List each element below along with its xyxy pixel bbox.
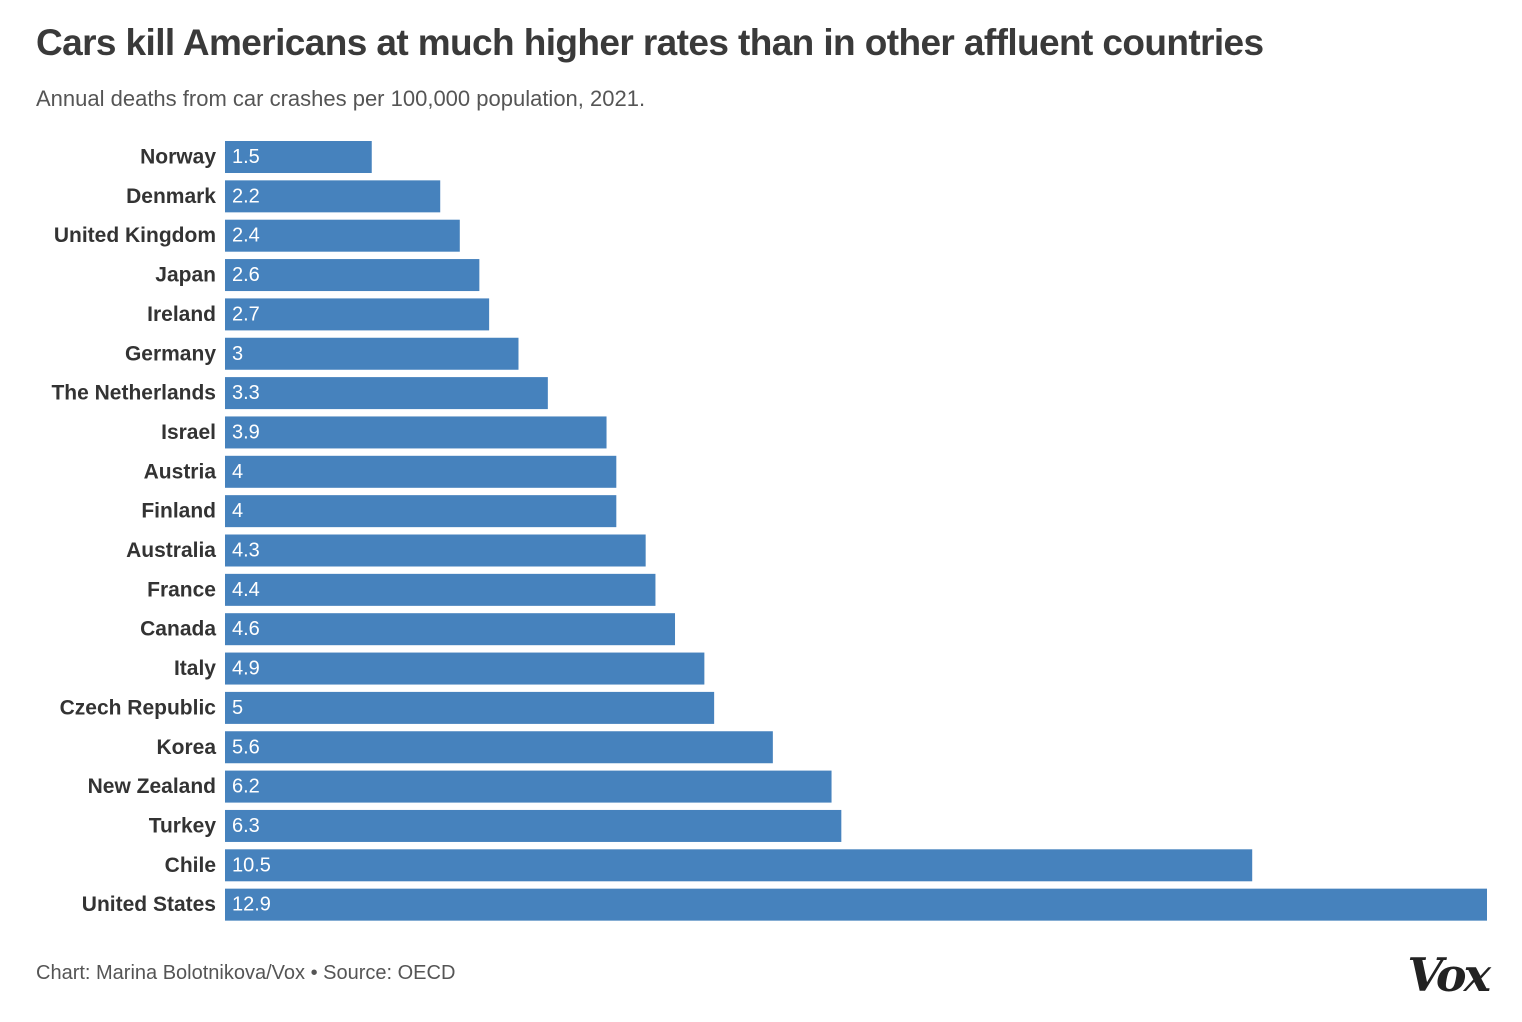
category-label-israel: Israel bbox=[161, 421, 216, 444]
category-label-turkey: Turkey bbox=[149, 814, 217, 837]
category-label-austria: Austria bbox=[144, 460, 217, 483]
category-label-korea: Korea bbox=[156, 736, 216, 759]
bar-ireland bbox=[225, 298, 490, 331]
chart-subtitle: Annual deaths from car crashes per 100,0… bbox=[36, 86, 646, 111]
value-label-turkey: 6.3 bbox=[232, 815, 260, 837]
value-label-chile: 10.5 bbox=[232, 854, 271, 876]
category-label-united-states: United States bbox=[82, 893, 216, 916]
category-label-the-netherlands: The Netherlands bbox=[51, 382, 216, 405]
bar-turkey bbox=[225, 809, 842, 842]
category-label-denmark: Denmark bbox=[126, 185, 216, 208]
value-label-austria: 4 bbox=[232, 461, 243, 483]
category-label-japan: Japan bbox=[155, 264, 216, 287]
bar-korea bbox=[225, 731, 773, 764]
value-label-united-kingdom: 2.4 bbox=[232, 225, 260, 247]
chart-title: Cars kill Americans at much higher rates… bbox=[36, 22, 1264, 63]
chart-credit: Chart: Marina Bolotnikova/Vox • Source: … bbox=[36, 962, 456, 984]
bar-italy bbox=[225, 652, 705, 685]
value-label-italy: 4.9 bbox=[232, 658, 260, 680]
value-label-new-zealand: 6.2 bbox=[232, 776, 260, 798]
value-label-korea: 5.6 bbox=[232, 736, 260, 758]
bar-israel bbox=[225, 416, 607, 449]
value-label-canada: 4.6 bbox=[232, 618, 260, 640]
bar-czech-republic bbox=[225, 691, 715, 724]
bar-canada bbox=[225, 613, 676, 646]
category-label-australia: Australia bbox=[126, 539, 216, 562]
bar-new-zealand bbox=[225, 770, 832, 803]
value-label-japan: 2.6 bbox=[232, 264, 260, 286]
bar-austria bbox=[225, 455, 617, 488]
bar-finland bbox=[225, 495, 617, 528]
category-label-germany: Germany bbox=[125, 342, 216, 365]
bar-chile bbox=[225, 849, 1253, 882]
value-label-united-states: 12.9 bbox=[232, 894, 271, 916]
value-label-finland: 4 bbox=[232, 500, 243, 522]
category-label-canada: Canada bbox=[140, 618, 216, 641]
category-label-czech-republic: Czech Republic bbox=[60, 696, 217, 719]
value-label-denmark: 2.2 bbox=[232, 185, 260, 207]
value-label-israel: 3.9 bbox=[232, 421, 260, 443]
category-label-france: France bbox=[147, 578, 216, 601]
vox-logo: Vox bbox=[1407, 948, 1491, 1002]
category-label-new-zealand: New Zealand bbox=[88, 775, 216, 798]
value-label-norway: 1.5 bbox=[232, 146, 260, 168]
value-label-ireland: 2.7 bbox=[232, 303, 260, 325]
bar-the-netherlands bbox=[225, 377, 548, 410]
category-label-chile: Chile bbox=[165, 854, 216, 877]
bar-france bbox=[225, 573, 656, 606]
value-label-czech-republic: 5 bbox=[232, 697, 243, 719]
value-label-australia: 4.3 bbox=[232, 540, 260, 562]
category-label-norway: Norway bbox=[140, 146, 216, 169]
bar-norway bbox=[225, 141, 372, 173]
bar-denmark bbox=[225, 180, 441, 213]
bar-united-kingdom bbox=[225, 219, 460, 252]
value-label-germany: 3 bbox=[232, 343, 243, 365]
bar-germany bbox=[225, 337, 519, 370]
category-label-finland: Finland bbox=[141, 500, 216, 523]
category-label-ireland: Ireland bbox=[147, 303, 216, 326]
category-label-united-kingdom: United Kingdom bbox=[54, 224, 216, 247]
category-label-italy: Italy bbox=[174, 657, 216, 680]
value-label-the-netherlands: 3.3 bbox=[232, 382, 260, 404]
bar-chart: Norway 1.5 Denmark 2.2 United Kingdom 2.4 Japa… bbox=[51, 141, 1487, 921]
bar-australia bbox=[225, 534, 646, 567]
value-label-france: 4.4 bbox=[232, 579, 260, 601]
bar-japan bbox=[225, 259, 480, 292]
bar-united-states bbox=[225, 888, 1487, 921]
